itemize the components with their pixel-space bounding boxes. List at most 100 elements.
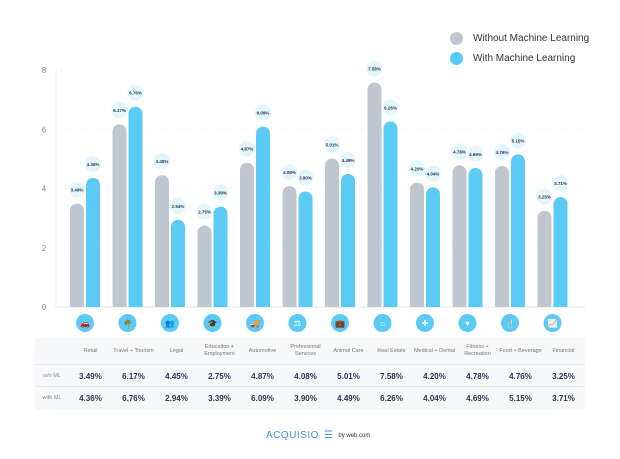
legend-item-without: Without Machine Learning [450, 28, 589, 48]
value-bubble [324, 136, 340, 153]
data-label: 6.76% [129, 91, 142, 96]
y-tick-label: 8 [42, 66, 47, 75]
value-bubble [552, 175, 569, 192]
bar [128, 106, 143, 307]
bar [341, 173, 355, 307]
legend-item-with: With Machine Learning [450, 48, 589, 68]
table-cell: 7.58% [370, 364, 413, 387]
bar-base [367, 299, 382, 307]
car-icon [76, 314, 94, 332]
bar-base [70, 299, 84, 307]
people-icon [161, 314, 179, 332]
bar [468, 168, 483, 307]
value-bubble [196, 203, 213, 220]
table-cell: 4.78% [456, 364, 499, 387]
bar-base [410, 299, 424, 307]
table-cell: 3.25% [542, 364, 585, 387]
food-icon [501, 314, 519, 332]
column-header: Medical + Dental [413, 347, 456, 354]
bar [197, 225, 212, 307]
bar [383, 121, 398, 307]
heart-icon [458, 314, 477, 332]
table-cell: 5.01% [327, 364, 370, 387]
corner-cell [35, 338, 69, 364]
column-header: Legal [169, 347, 184, 354]
legend-swatch [450, 31, 463, 45]
bar [213, 206, 228, 307]
brand-name: ACQUISIO [266, 430, 319, 441]
y-tick-label: 0 [42, 303, 47, 312]
palm-tree-icon [118, 314, 137, 332]
bar-chart: 0 2 4 6 8 3.49% 4.36% 🚗 6.17% 6.76% 🌴 4.45% 2.94% 👥 2.… [42, 60, 585, 332]
legend: Without Machine Learning With Machine Le… [450, 28, 589, 68]
legend-label: With Machine Learning [473, 52, 576, 64]
bar [495, 165, 509, 307]
bar-base [171, 299, 185, 307]
table-cell: 6.09% [241, 386, 284, 409]
bar [553, 197, 568, 307]
column-header: Automotive [248, 347, 277, 354]
value-bubble [340, 151, 356, 168]
row-label: w/o ML [35, 364, 69, 387]
data-label: 6.09% [257, 111, 270, 116]
legend-label: Without Machine Learning [473, 32, 590, 44]
bar-base [511, 299, 525, 307]
data-label: 4.69% [469, 152, 482, 157]
data-label: 2.94% [172, 204, 185, 209]
data-label: 3.25% [538, 195, 551, 200]
bar [86, 177, 100, 307]
table-row: w/o ML 3.49% 6.17% 4.45% 2.75% 4.87% 4.08% 5.01… [35, 364, 585, 387]
professional-icon-glyph: ⚖ [294, 319, 301, 328]
bar [240, 162, 254, 307]
bar-base [155, 299, 169, 307]
bar [171, 219, 185, 307]
bar-base [383, 299, 398, 307]
value-bubble [494, 143, 510, 160]
value-bubble [297, 169, 314, 186]
bar [298, 191, 313, 307]
bar [256, 126, 270, 308]
data-label: 3.49% [71, 188, 84, 193]
value-bubble [85, 155, 101, 172]
bar-base [86, 299, 100, 307]
data-label: 2.75% [198, 210, 211, 215]
bar-base [341, 299, 355, 307]
table-cell: 4.04% [413, 386, 456, 409]
bar [155, 175, 169, 307]
table-cell: 3.49% [69, 364, 112, 387]
value-bubble [255, 104, 271, 121]
briefcase-icon-glyph: 💼 [335, 319, 345, 328]
value-bubble [127, 84, 144, 101]
bar-base [128, 299, 143, 307]
graduation-cap-icon [203, 314, 222, 332]
bar [282, 186, 297, 307]
data-label: 3.39% [214, 191, 227, 196]
data-label: 7.58% [368, 66, 381, 71]
data-label: 5.01% [326, 143, 339, 148]
table-cell: 4.36% [69, 386, 112, 409]
data-label: 3.71% [554, 181, 567, 186]
y-tick-label: 6 [42, 125, 47, 134]
value-bubble [467, 146, 484, 163]
footer-logo: ACQUISIO ☰ by web.com [266, 430, 370, 441]
value-bubble [111, 102, 128, 119]
column-header: Financial [552, 347, 575, 354]
bar [112, 124, 127, 308]
professional-icon [288, 314, 307, 332]
brand-byline: by web.com [338, 432, 371, 439]
bar [70, 203, 84, 307]
chart-icon-glyph: 📈 [548, 318, 558, 328]
value-bubble [451, 143, 468, 160]
bar-base [537, 299, 552, 307]
bar [367, 82, 382, 307]
legend-swatch [450, 51, 463, 65]
data-label: 4.49% [342, 158, 355, 163]
value-bubble [239, 140, 255, 157]
table-cell: 3.39% [198, 386, 241, 409]
data-label: 4.87% [241, 147, 254, 152]
value-bubble [536, 188, 553, 205]
value-bubble [154, 153, 170, 170]
bar-base [452, 299, 467, 307]
bar-base [325, 299, 339, 307]
table-cell: 4.20% [413, 364, 456, 387]
